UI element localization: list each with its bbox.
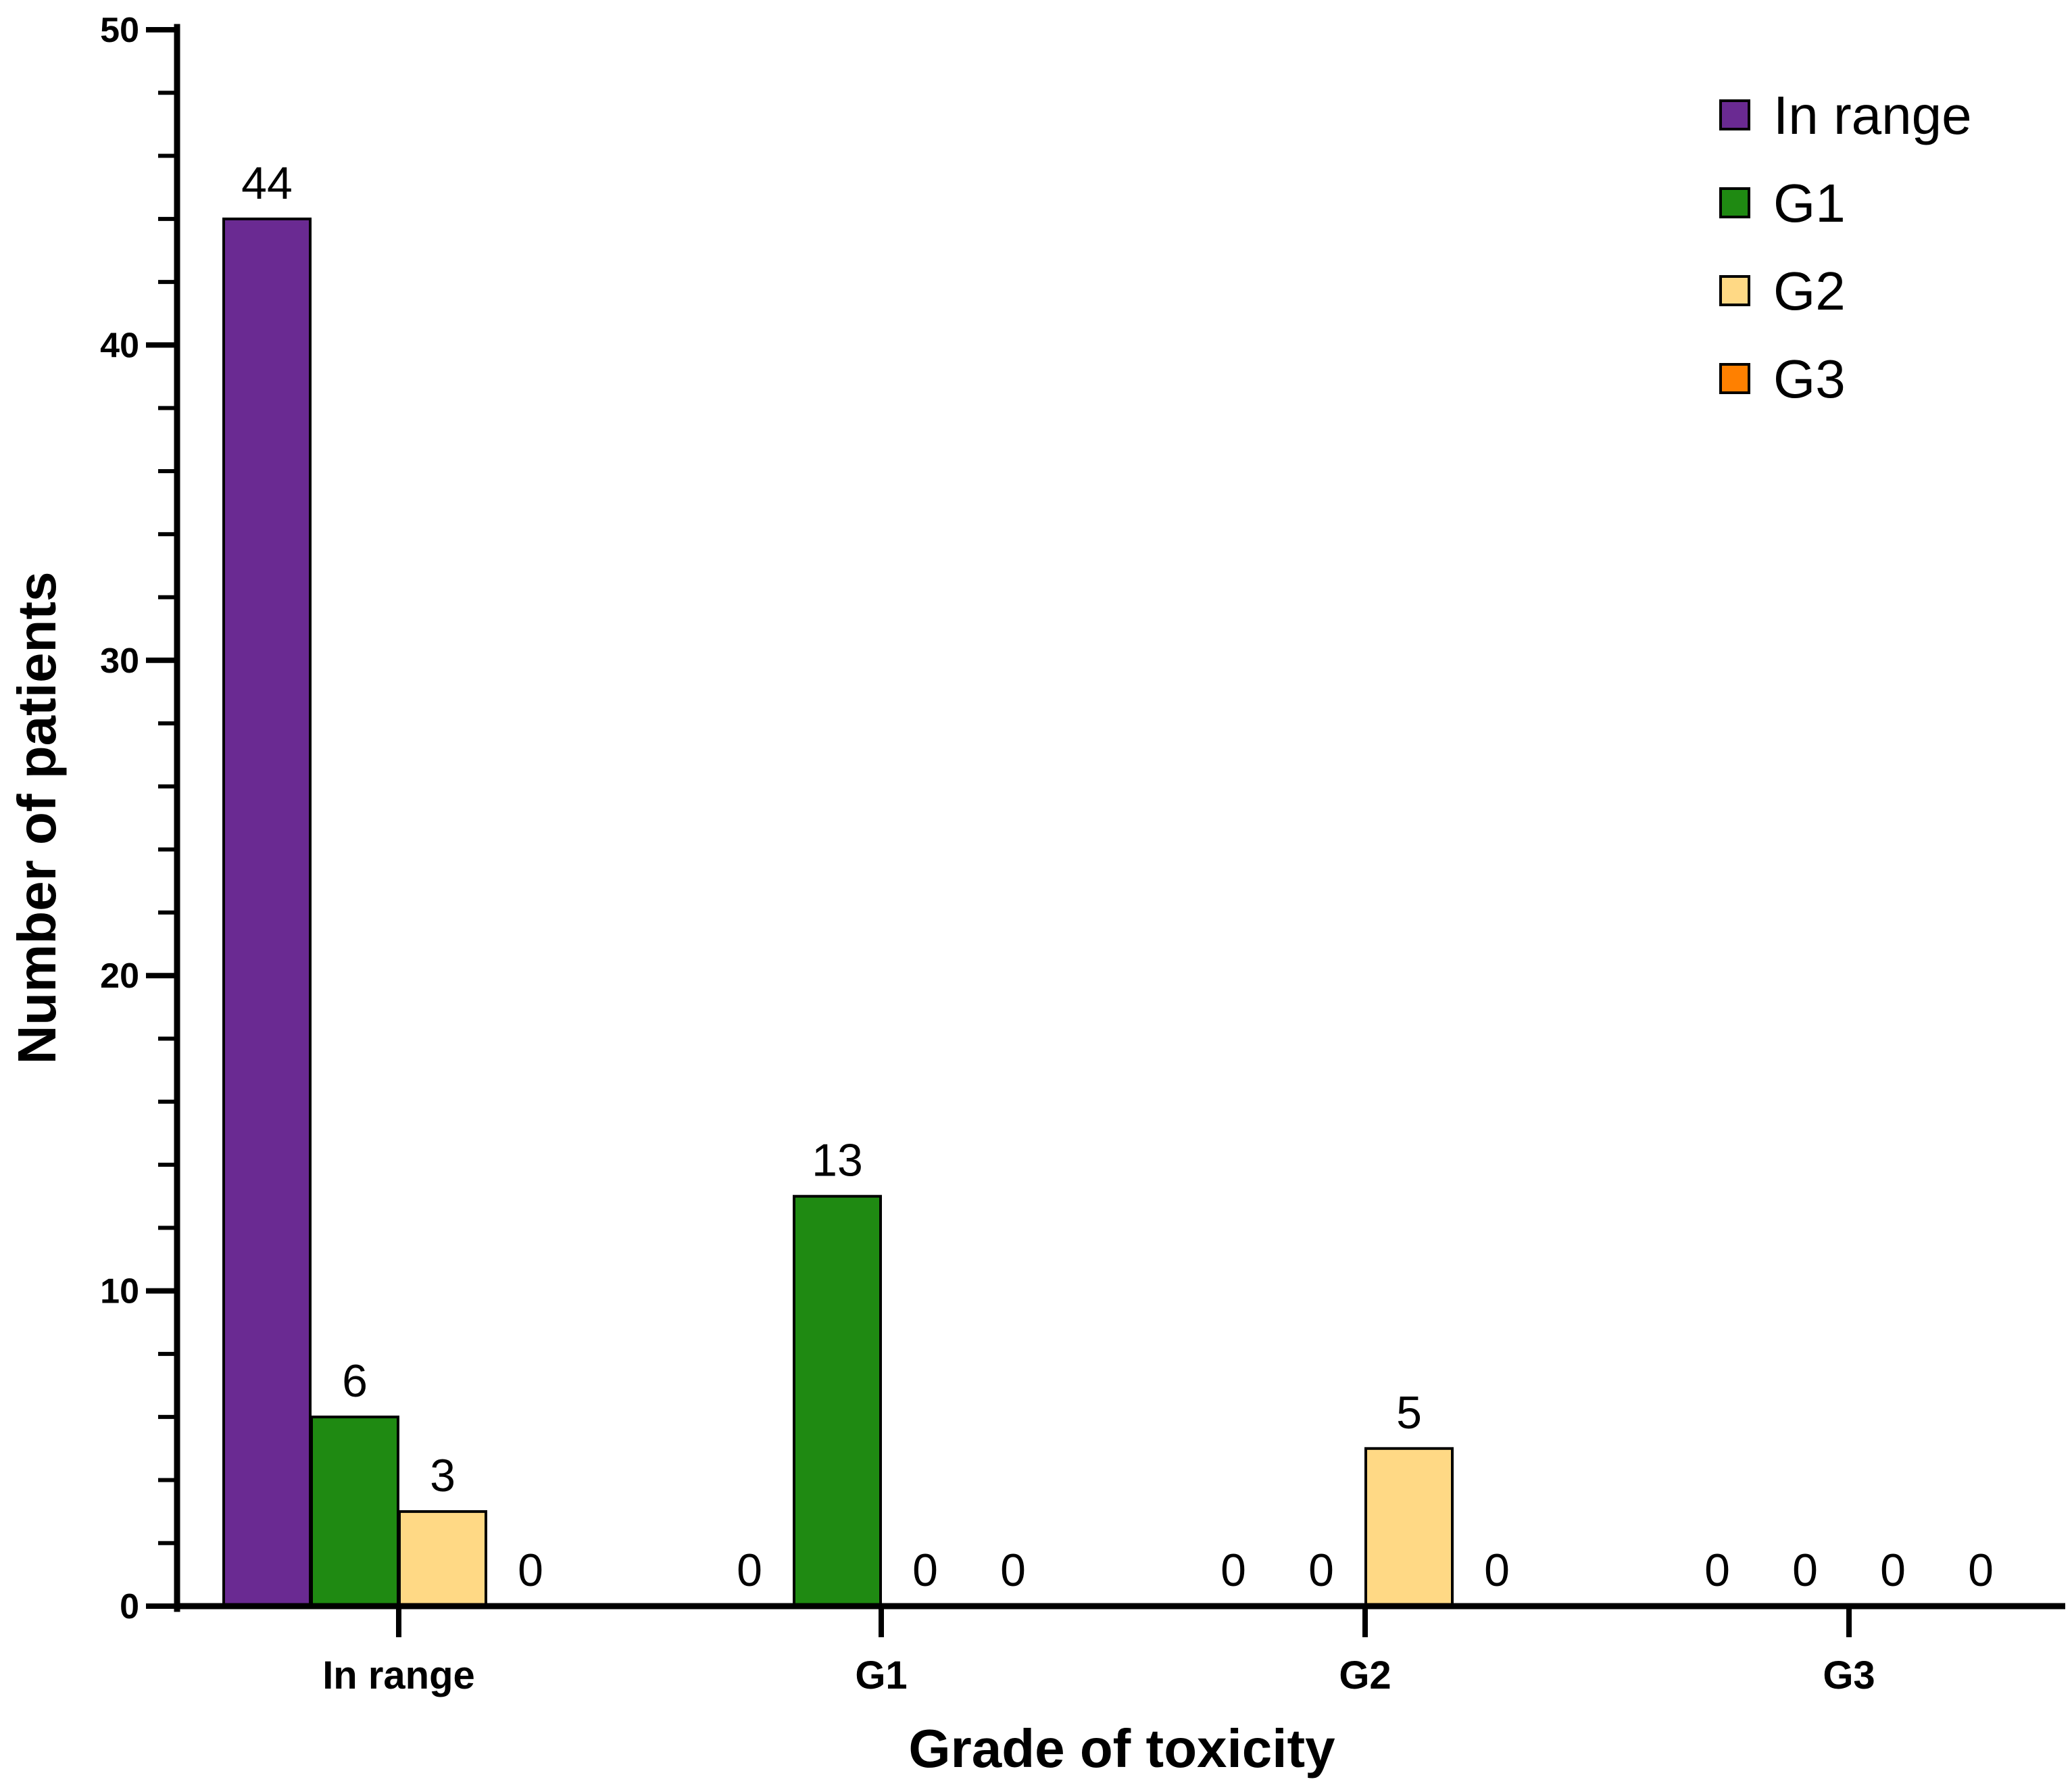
data-label: 44 [241,158,293,209]
data-label: 0 [1220,1545,1246,1596]
legend-label: G1 [1773,173,1846,233]
data-label: 0 [1792,1545,1818,1596]
legend-label: G2 [1773,261,1846,321]
x-tick-label: G3 [1823,1653,1875,1697]
y-tick-label: 30 [100,642,139,681]
legend-swatch [1719,99,1750,130]
data-label: 0 [1880,1545,1906,1596]
bar [310,1416,399,1607]
x-tick-label: G2 [1339,1653,1391,1697]
y-tick-label: 20 [100,957,139,996]
legend-label: G3 [1773,349,1846,409]
x-tick-label: G1 [855,1653,907,1697]
bars-group [222,217,1454,1608]
data-label: 0 [912,1545,938,1596]
data-label: 5 [1396,1387,1422,1438]
legend-swatch [1719,187,1750,218]
y-tick-label: 10 [100,1272,139,1311]
legend: In range G1 G2 G3 [1719,85,1972,409]
bar [1364,1447,1454,1608]
bar [398,1510,487,1608]
x-axis-title: Grade of toxicity [908,1718,1335,1779]
data-label: 0 [1968,1545,1994,1596]
y-tick-label: 50 [100,11,139,50]
x-tick-label: In range [322,1653,475,1697]
data-label: 13 [812,1135,863,1186]
y-axis-title: Number of patients [7,572,67,1065]
data-label: 0 [1000,1545,1026,1596]
data-label: 0 [1704,1545,1730,1596]
legend-swatch [1719,363,1750,394]
y-tick-label: 40 [100,326,139,365]
y-tick-label: 0 [120,1587,139,1626]
bar [222,217,312,1607]
legend-swatch [1719,275,1750,306]
data-label: 6 [342,1355,368,1407]
legend-label: In range [1773,85,1972,145]
data-label: 0 [518,1545,543,1596]
data-label: 3 [430,1450,455,1501]
data-labels-group: 44 6 3 0 0 13 0 0 0 0 5 0 0 0 0 0 [241,158,1994,1596]
data-label: 0 [1484,1545,1510,1596]
data-label: 0 [737,1545,762,1596]
bar [793,1194,882,1608]
data-label: 0 [1308,1545,1334,1596]
